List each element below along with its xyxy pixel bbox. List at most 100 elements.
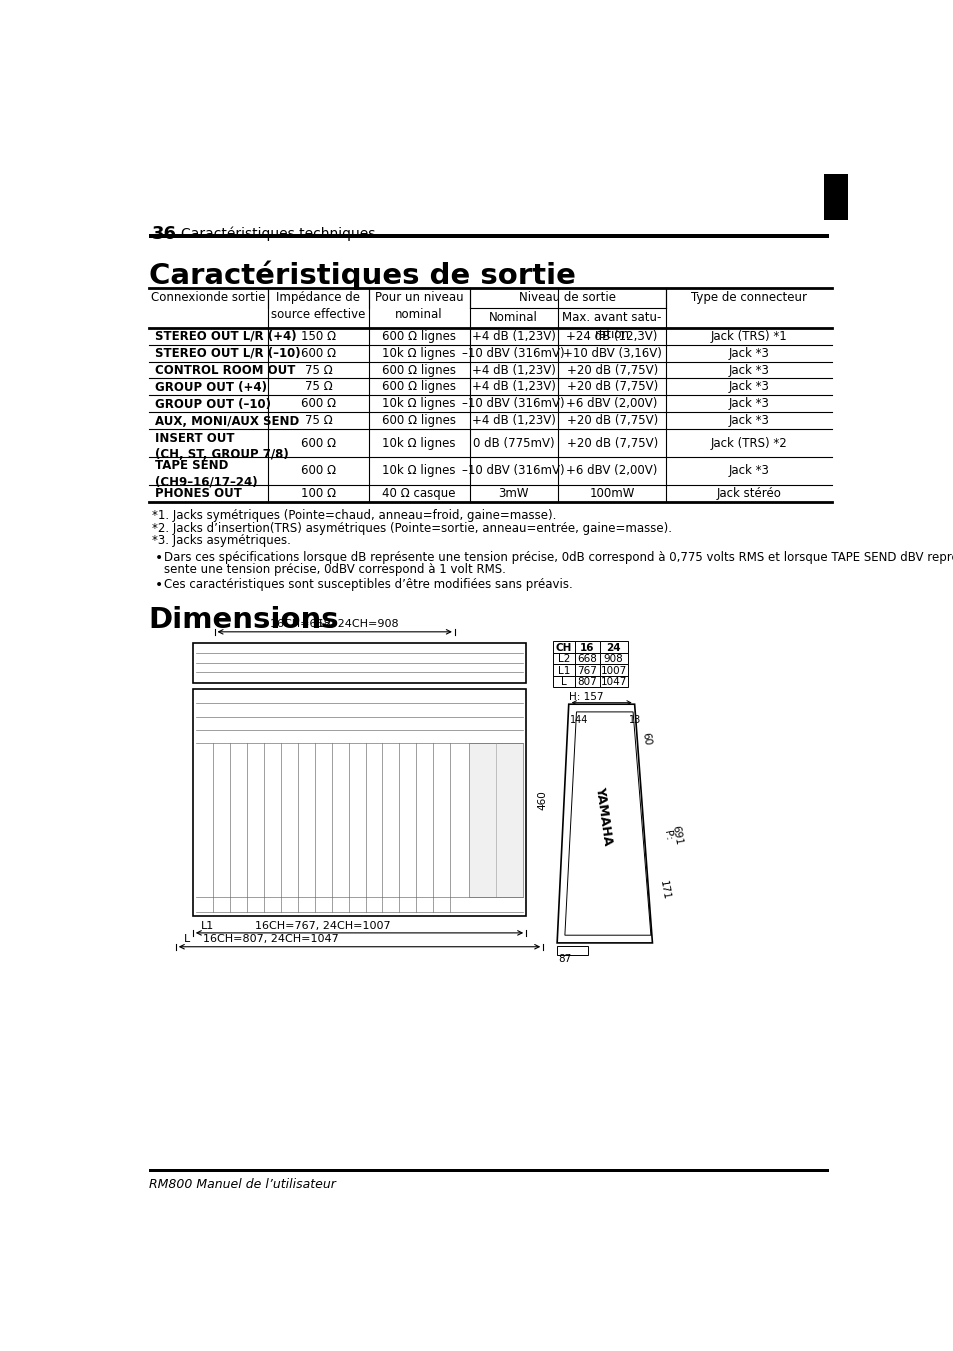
Text: 1047: 1047 [599,677,626,688]
Text: H: 157: H: 157 [568,692,602,703]
Text: L: L [560,677,566,688]
Text: +6 dBV (2,00V): +6 dBV (2,00V) [566,397,658,411]
Text: 75 Ω: 75 Ω [304,381,332,393]
Text: 3mW: 3mW [498,486,528,500]
Text: Jack stéréo: Jack stéréo [716,486,781,500]
Text: 16CH=767, 24CH=1007: 16CH=767, 24CH=1007 [254,920,390,931]
Text: 767: 767 [577,666,597,676]
Bar [823,174,847,220]
Text: Caractéristiques de sortie: Caractéristiques de sortie [149,261,575,290]
Text: +20 dB (7,75V): +20 dB (7,75V) [566,363,657,377]
Text: Jack (TRS) *1: Jack (TRS) *1 [710,330,787,343]
Text: 100mW: 100mW [589,486,634,500]
Bar [468,743,522,897]
Polygon shape [557,704,652,943]
Text: +4 dB (1,23V): +4 dB (1,23V) [472,381,555,393]
Text: Jack *3: Jack *3 [728,363,769,377]
Text: 75 Ω: 75 Ω [304,363,332,377]
Bar [553,665,575,676]
Text: 10k Ω lignes: 10k Ω lignes [382,436,456,450]
Bar [193,643,525,682]
Text: Ces caractéristiques sont susceptibles d’être modifiées sans préavis.: Ces caractéristiques sont susceptibles d… [164,578,573,590]
Text: –10 dBV (316mV): –10 dBV (316mV) [462,465,564,477]
Text: 60: 60 [639,731,652,746]
Text: +6 dBV (2,00V): +6 dBV (2,00V) [566,465,658,477]
Bar [553,676,575,688]
Text: Dimensions: Dimensions [149,605,339,634]
Bar [599,653,627,665]
Text: 600 Ω: 600 Ω [300,347,335,359]
Bar [575,642,599,653]
Text: STEREO OUT L/R (+4): STEREO OUT L/R (+4) [154,330,296,343]
Text: Jack *3: Jack *3 [728,347,769,359]
Text: CH: CH [556,643,572,653]
Text: 10k Ω lignes: 10k Ω lignes [382,465,456,477]
Text: 36: 36 [152,226,176,243]
Text: 807: 807 [577,677,597,688]
Text: L1: L1 [558,666,570,676]
Text: 668: 668 [577,654,597,665]
Text: RM800 Manuel de l’utilisateur: RM800 Manuel de l’utilisateur [149,1178,335,1190]
Bar [557,946,587,955]
Text: 144: 144 [570,715,588,725]
Text: 600 Ω lignes: 600 Ω lignes [382,363,456,377]
Text: 600 Ω: 600 Ω [300,465,335,477]
Text: –10 dBV (316mV): –10 dBV (316mV) [462,397,564,411]
Text: CONTROL ROOM OUT: CONTROL ROOM OUT [154,363,295,377]
Text: 24: 24 [606,643,620,653]
Text: 1007: 1007 [600,666,626,676]
Text: P:: P: [661,830,674,842]
Text: •: • [154,578,163,592]
Text: Pour un niveau
nominal: Pour un niveau nominal [375,290,463,320]
Text: sente une tension précise, 0dBV correspond à 1 volt RMS.: sente une tension précise, 0dBV correspo… [164,562,505,576]
Text: YAMAHA: YAMAHA [593,785,614,846]
Text: Max. avant satu-
ration: Max. avant satu- ration [562,311,661,340]
Text: PHONES OUT: PHONES OUT [154,488,241,500]
Text: 460: 460 [537,790,547,811]
Bar [575,665,599,676]
Text: Jack *3: Jack *3 [728,465,769,477]
Bar [575,653,599,665]
Text: 600 Ω: 600 Ω [300,397,335,411]
Text: Jack *3: Jack *3 [728,381,769,393]
Text: *1. Jacks symétriques (Pointe=chaud, anneau=froid, gaine=masse).: *1. Jacks symétriques (Pointe=chaud, ann… [152,509,556,523]
Bar [553,653,575,665]
Text: •: • [154,551,163,565]
Text: AUX, MONI/AUX SEND: AUX, MONI/AUX SEND [154,415,299,428]
Text: 100 Ω: 100 Ω [300,486,335,500]
Text: 691: 691 [670,825,683,846]
Text: 150 Ω: 150 Ω [300,330,335,343]
Text: +24 dB (12,3V): +24 dB (12,3V) [566,330,658,343]
Text: GROUP OUT (+4): GROUP OUT (+4) [154,381,267,393]
Text: –10 dBV (316mV): –10 dBV (316mV) [462,347,564,359]
Text: 171: 171 [658,880,671,901]
Text: +10 dBV (3,16V): +10 dBV (3,16V) [562,347,660,359]
Text: +4 dB (1,23V): +4 dB (1,23V) [472,363,555,377]
Text: 10k Ω lignes: 10k Ω lignes [382,347,456,359]
Bar [553,642,575,653]
Bar [599,676,627,688]
Text: 16CH=807, 24CH=1047: 16CH=807, 24CH=1047 [203,935,338,944]
Bar [149,1169,828,1171]
Bar [193,689,525,916]
Text: +4 dB (1,23V): +4 dB (1,23V) [472,415,555,427]
Text: 600 Ω lignes: 600 Ω lignes [382,330,456,343]
Text: L: L [183,935,190,944]
Text: 87: 87 [558,954,571,963]
Text: Caractéristiques techniques: Caractéristiques techniques [181,226,375,240]
Text: +20 dB (7,75V): +20 dB (7,75V) [566,415,657,427]
Text: +20 dB (7,75V): +20 dB (7,75V) [566,381,657,393]
Bar [575,676,599,688]
Text: Type de connecteur: Type de connecteur [691,290,806,304]
Text: +20 dB (7,75V): +20 dB (7,75V) [566,436,657,450]
Text: Jack *3: Jack *3 [728,397,769,411]
Text: INSERT OUT
(CH, ST, GROUP 7/8): INSERT OUT (CH, ST, GROUP 7/8) [154,431,289,461]
Text: Jack (TRS) *2: Jack (TRS) *2 [710,436,787,450]
Text: 10k Ω lignes: 10k Ω lignes [382,397,456,411]
Text: 13: 13 [629,715,640,725]
Text: 600 Ω lignes: 600 Ω lignes [382,381,456,393]
Text: TAPE SEND
(CH9–16/17–24): TAPE SEND (CH9–16/17–24) [154,459,257,488]
Text: Impédance de
source effective: Impédance de source effective [271,290,365,320]
Bar [149,234,828,238]
Text: Connexionde sortie: Connexionde sortie [151,290,265,304]
